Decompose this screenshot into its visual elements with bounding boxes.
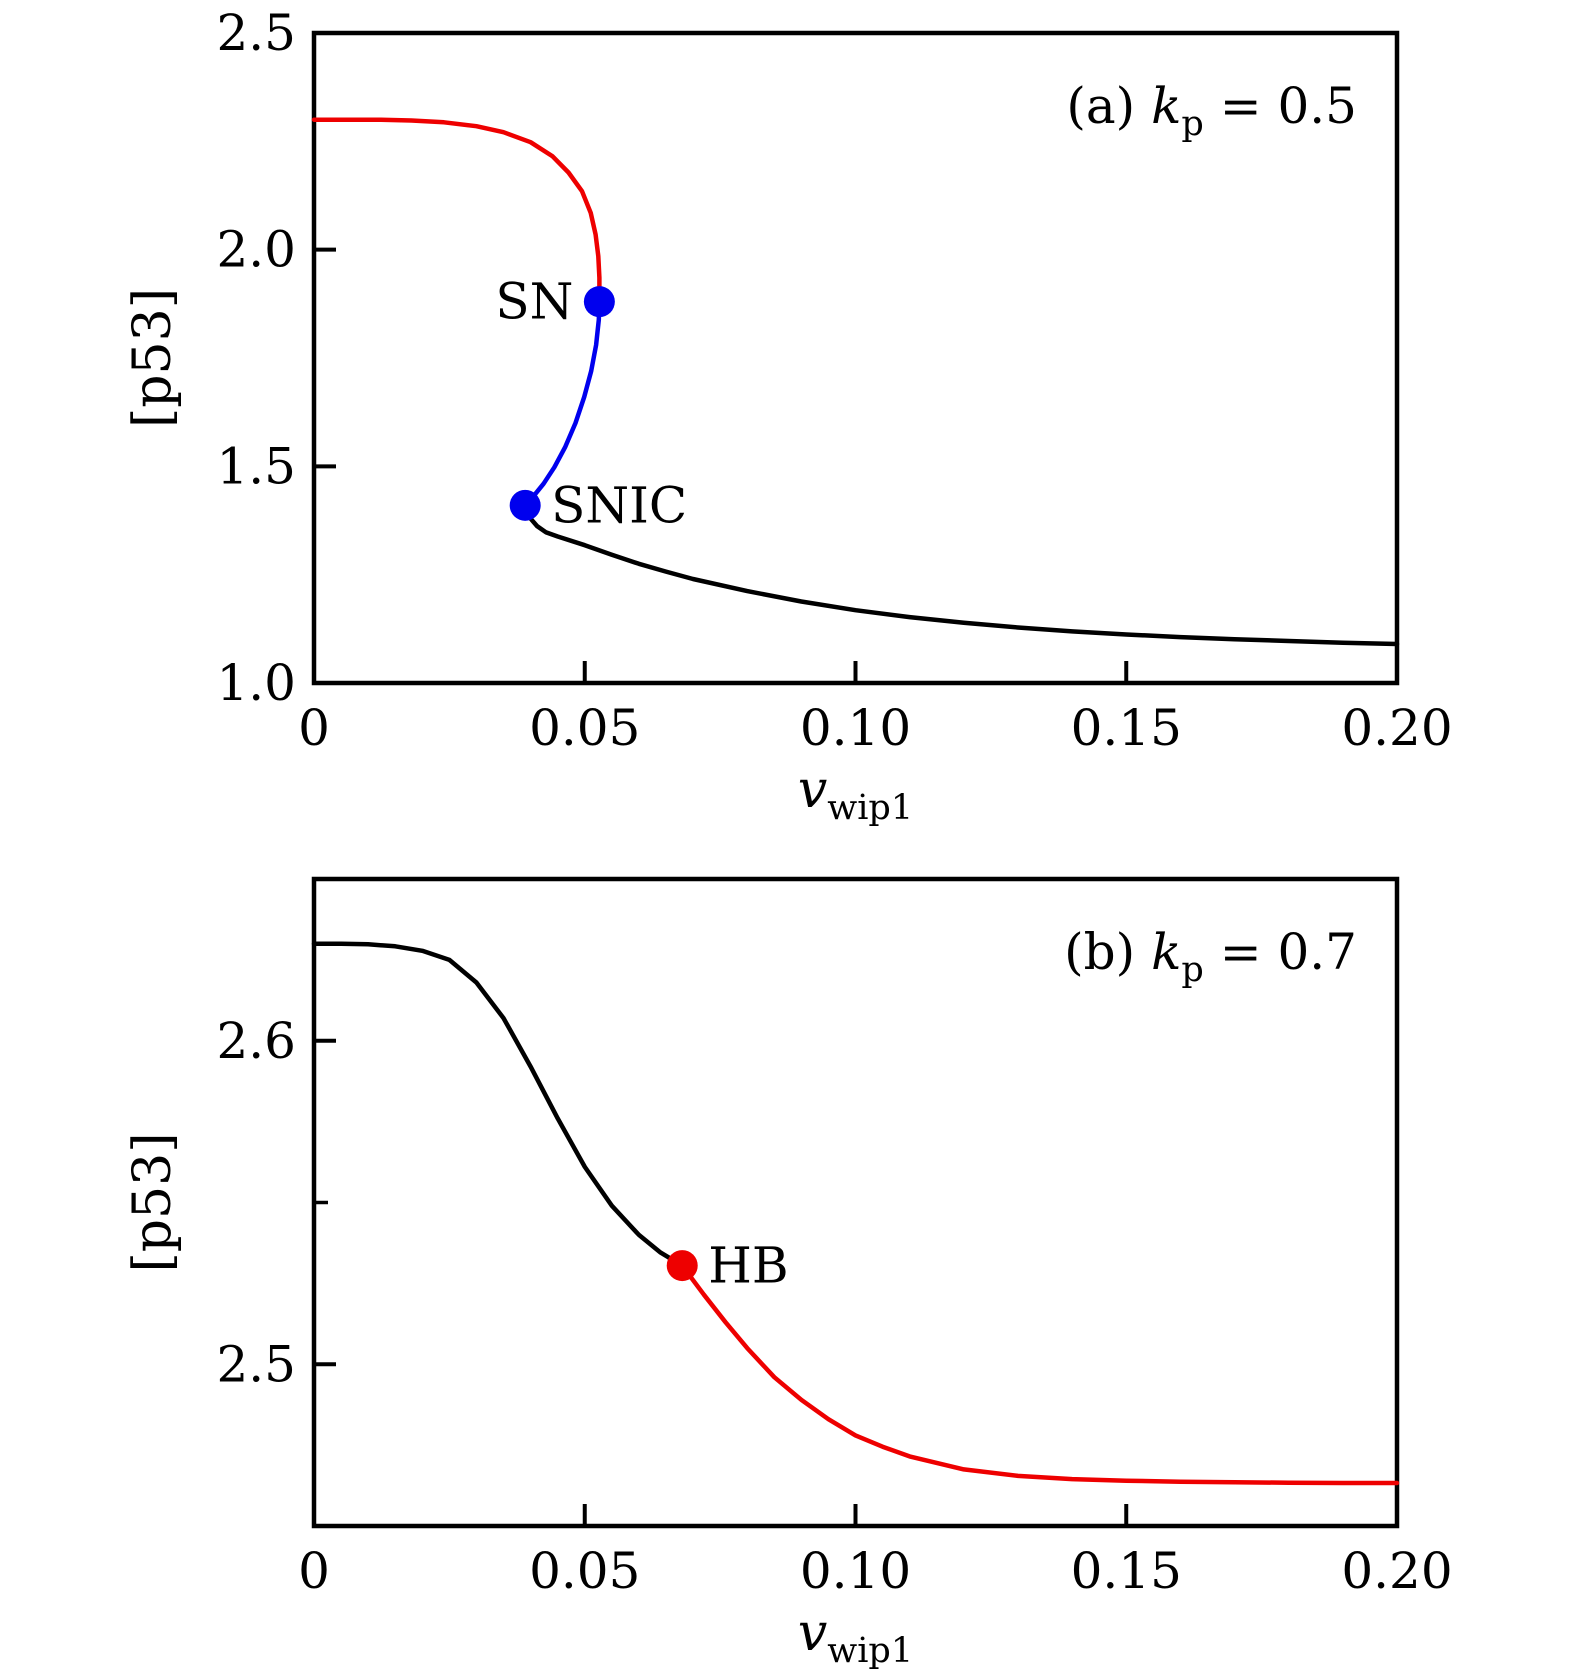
branch-lower-stable-branch-panel-a (522, 503, 1400, 647)
sn-bifurcation-point (583, 286, 615, 318)
y-axis-title-b: [p53] (123, 1132, 183, 1272)
y-tick-label-a: 2.0 (216, 221, 296, 279)
x-axis-title-b: vwip1 (798, 1603, 913, 1671)
panel-title-a: (a) kp = 0.5 (1066, 77, 1357, 144)
y-tick-label-b: 2.5 (216, 1335, 296, 1393)
y-tick-label-b: 2.6 (216, 1012, 296, 1070)
x-tick-label-b: 0.15 (1071, 1542, 1182, 1600)
y-tick-label-a: 2.5 (216, 4, 296, 62)
y-axis-title-a: [p53] (123, 288, 183, 428)
sn-label: SN (495, 273, 573, 331)
x-tick-label-a: 0.05 (529, 699, 640, 757)
y-tick-label-a: 1.5 (216, 437, 296, 495)
x-tick-label-b: 0.20 (1341, 1542, 1452, 1600)
panel-b: 0 0.05 0.10 0.15 0.20 2.6 2.5 HB (b) kp = 0.7 vwi… (123, 876, 1453, 1671)
panel-a: 0 0.05 0.10 0.15 0.20 2.5 2.0 1.5 1.0 SN SNIC (a) k… (123, 4, 1453, 828)
branch-stable-steady-state-branch-panel-b (311, 941, 685, 1268)
x-tick-label-b: 0.05 (529, 1542, 640, 1600)
snic-bifurcation-point (509, 489, 541, 521)
x-axis-title-a: vwip1 (798, 760, 913, 828)
branch-post-hopf-branch-panel-b (679, 1263, 1400, 1486)
snic-label: SNIC (551, 476, 687, 534)
x-tick-label-b: 0 (298, 1542, 330, 1600)
panel-title-b: (b) kp = 0.7 (1064, 923, 1357, 990)
x-tick-label-b: 0.10 (800, 1542, 911, 1600)
x-tick-label-a: 0.15 (1071, 699, 1182, 757)
x-tick-label-a: 0.20 (1341, 699, 1452, 757)
hb-bifurcation-point (666, 1250, 698, 1282)
x-tick-label-a: 0.10 (800, 699, 911, 757)
y-tick-label-a: 1.0 (216, 654, 296, 712)
hb-label: HB (708, 1237, 788, 1295)
x-tick-label-a: 0 (298, 699, 330, 757)
branch-upper-stable-branch-panel-a (311, 117, 602, 304)
